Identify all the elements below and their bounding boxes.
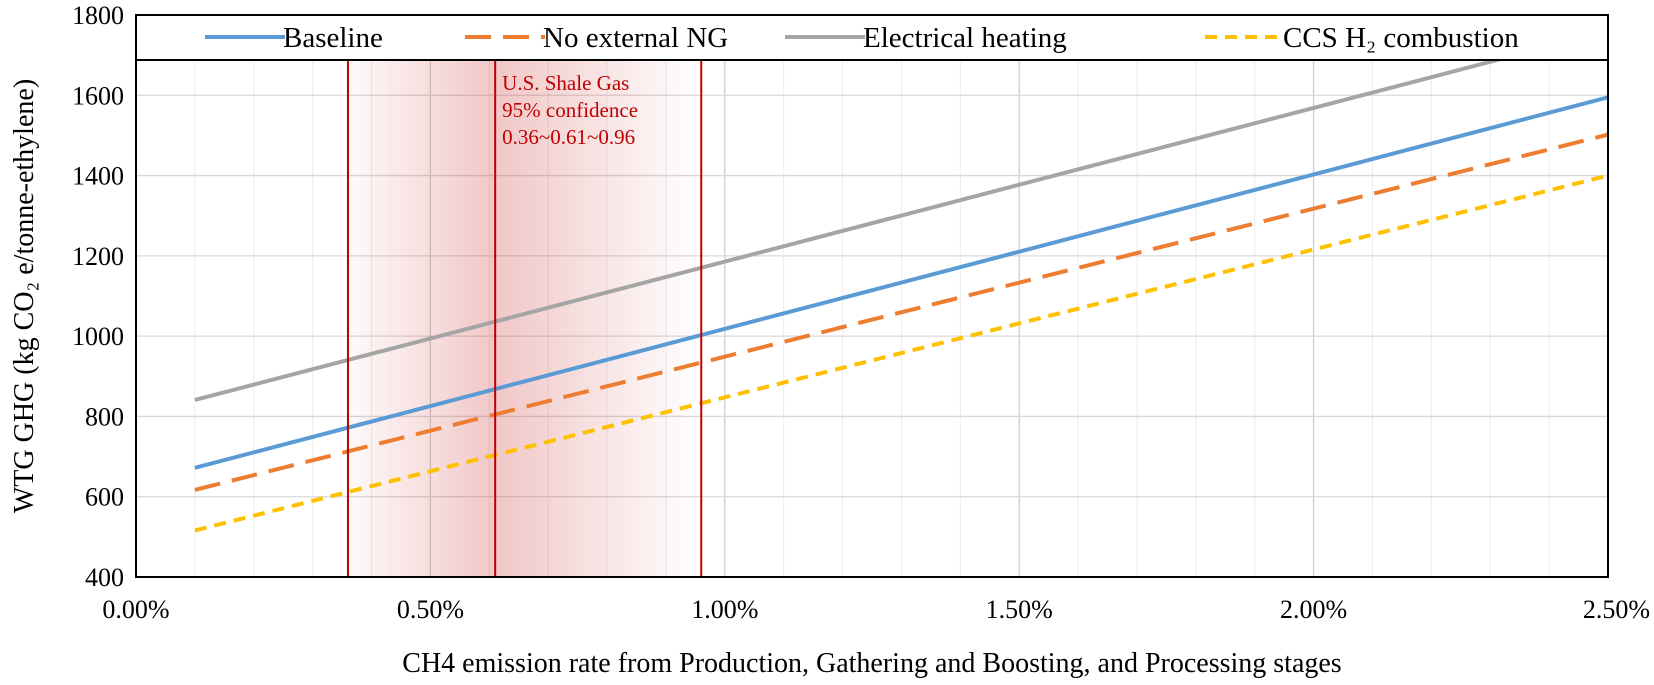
confidence-region — [347, 60, 702, 577]
y-tick-label: 1000 — [72, 322, 124, 351]
annotation-line-1: U.S. Shale Gas — [502, 71, 629, 95]
legend-box — [135, 14, 1609, 61]
shale-gas-annotation: U.S. Shale Gas 95% confidence 0.36~0.61~… — [502, 71, 638, 149]
y-tick-label: 1200 — [72, 242, 124, 271]
series-line-2 — [194, 29, 1608, 402]
legend-label-2: Electrical heating — [863, 22, 1067, 54]
legend-label-0: Baseline — [283, 22, 383, 54]
legend: Baseline No external NG Electrical heating… — [135, 14, 1609, 61]
series-line-0 — [194, 95, 1608, 470]
annotation-line-3: 0.36~0.61~0.96 — [502, 125, 635, 149]
confidence-band — [347, 60, 702, 577]
annotation-line-2: 95% confidence — [502, 98, 638, 122]
x-axis-tick-labels: 0.00% 0.50% 1.00% 1.50% 2.00% 2.50% — [102, 595, 1650, 624]
x-tick-label: 1.00% — [691, 595, 758, 624]
x-tick-label: 1.50% — [986, 595, 1053, 624]
y-axis-tick-labels: 400 600 800 1000 1200 1400 1600 1800 — [72, 1, 124, 592]
series-line-1 — [194, 132, 1608, 492]
y-tick-label: 800 — [85, 402, 124, 431]
y-tick-label: 400 — [85, 563, 124, 592]
x-tick-label: 2.00% — [1280, 595, 1347, 624]
series-line-3 — [194, 173, 1608, 533]
x-axis-title: CH4 emission rate from Production, Gathe… — [402, 648, 1341, 679]
y-axis-title: WTG GHG (kg CO₂ e/tonne-ethylene) — [9, 79, 40, 513]
legend-label-1: No external NG — [543, 22, 728, 54]
x-tick-label: 2.50% — [1583, 595, 1650, 624]
x-tick-label: 0.50% — [397, 595, 464, 624]
legend-label-3: CCS H₂ combustion — [1283, 22, 1519, 54]
y-tick-label: 1400 — [72, 162, 124, 191]
y-tick-label: 600 — [85, 483, 124, 512]
series-lines — [194, 29, 1608, 533]
y-tick-label: 1600 — [72, 81, 124, 110]
x-tick-label: 0.00% — [102, 595, 169, 624]
y-tick-label: 1800 — [72, 1, 124, 30]
